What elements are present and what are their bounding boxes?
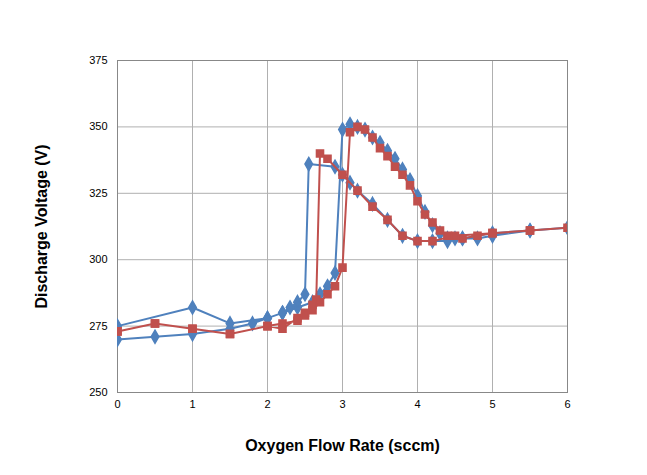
svg-text:275: 275 <box>89 320 107 332</box>
svg-text:Discharge Voltage (V): Discharge Voltage (V) <box>33 144 50 308</box>
svg-text:2: 2 <box>264 398 270 410</box>
svg-text:350: 350 <box>89 120 107 132</box>
svg-text:325: 325 <box>89 187 107 199</box>
svg-text:4: 4 <box>414 398 420 410</box>
svg-text:Oxygen Flow Rate (sccm): Oxygen Flow Rate (sccm) <box>245 437 440 454</box>
svg-text:250: 250 <box>89 386 107 398</box>
svg-text:1: 1 <box>189 398 195 410</box>
svg-text:5: 5 <box>489 398 495 410</box>
svg-text:6: 6 <box>564 398 570 410</box>
svg-text:300: 300 <box>89 253 107 265</box>
svg-text:3: 3 <box>339 398 345 410</box>
svg-text:375: 375 <box>89 54 107 66</box>
svg-text:0: 0 <box>114 398 120 410</box>
